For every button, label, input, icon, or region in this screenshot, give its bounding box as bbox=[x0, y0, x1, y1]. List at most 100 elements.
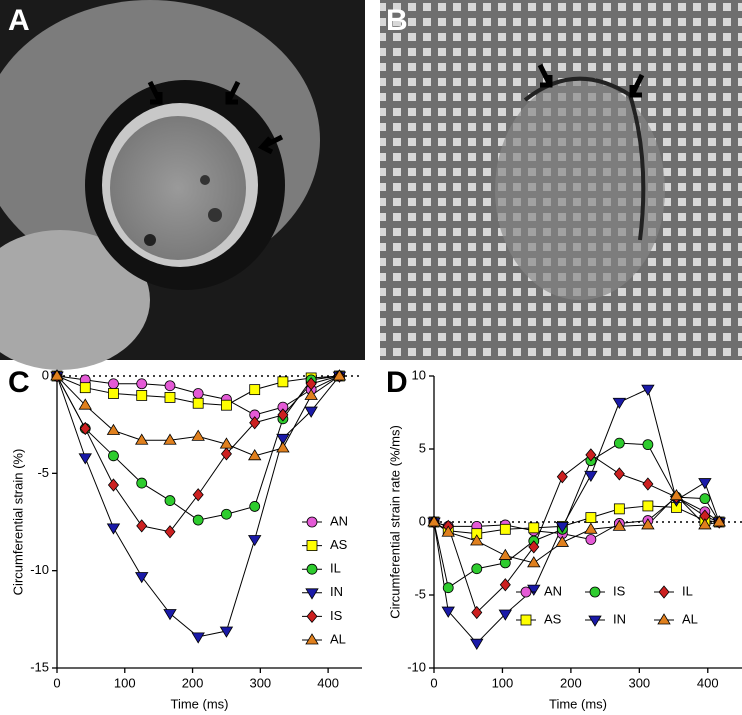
marker bbox=[470, 534, 484, 546]
x-tick-label: 300 bbox=[628, 675, 650, 690]
marker bbox=[248, 449, 262, 461]
marker bbox=[712, 515, 726, 527]
marker bbox=[642, 500, 654, 512]
marker bbox=[192, 388, 204, 399]
marker bbox=[163, 609, 177, 621]
marker bbox=[249, 416, 261, 430]
marker bbox=[306, 563, 318, 575]
marker bbox=[220, 447, 232, 461]
marker bbox=[698, 478, 712, 490]
marker bbox=[442, 582, 454, 594]
marker bbox=[106, 523, 121, 535]
marker bbox=[527, 556, 541, 568]
marker bbox=[555, 535, 570, 547]
marker bbox=[135, 433, 149, 445]
marker bbox=[191, 632, 205, 644]
marker bbox=[305, 633, 319, 645]
marker bbox=[219, 437, 234, 449]
marker bbox=[641, 518, 655, 530]
marker bbox=[669, 488, 684, 501]
panel-label: C bbox=[8, 366, 30, 399]
marker bbox=[528, 540, 540, 554]
marker bbox=[164, 392, 176, 403]
marker bbox=[135, 572, 149, 584]
marker bbox=[191, 429, 205, 441]
marker bbox=[192, 514, 204, 526]
y-axis-label: Circumferential strain rate (%/ms) bbox=[387, 425, 402, 619]
marker bbox=[528, 522, 540, 534]
marker bbox=[108, 388, 119, 399]
marker bbox=[612, 397, 627, 410]
x-tick-label: 300 bbox=[249, 675, 271, 690]
marker bbox=[642, 477, 654, 491]
y-tick-label: 0 bbox=[42, 367, 49, 382]
marker bbox=[585, 534, 597, 545]
marker bbox=[249, 384, 261, 396]
marker bbox=[498, 548, 513, 560]
marker bbox=[78, 398, 92, 410]
marker bbox=[79, 382, 91, 394]
marker bbox=[332, 369, 347, 381]
marker bbox=[219, 626, 234, 638]
marker bbox=[471, 605, 483, 620]
marker bbox=[164, 380, 176, 392]
marker bbox=[584, 522, 598, 534]
y-tick-label: 0 bbox=[419, 513, 426, 528]
marker bbox=[306, 540, 318, 551]
panel-label: B bbox=[386, 4, 408, 37]
marker bbox=[584, 470, 598, 483]
marker bbox=[136, 390, 148, 401]
marker bbox=[471, 563, 483, 575]
legend-label: IL bbox=[682, 583, 693, 598]
marker bbox=[106, 423, 121, 435]
marker bbox=[192, 397, 204, 409]
legend-label: AN bbox=[544, 583, 562, 598]
series-line bbox=[56, 375, 340, 638]
marker bbox=[699, 493, 711, 505]
series-line bbox=[433, 495, 720, 564]
marker bbox=[657, 613, 671, 625]
marker bbox=[698, 518, 712, 530]
marker bbox=[164, 495, 176, 506]
marker bbox=[589, 586, 601, 598]
marker bbox=[306, 609, 318, 624]
marker bbox=[108, 378, 119, 390]
marker bbox=[555, 521, 570, 534]
marker bbox=[520, 614, 532, 626]
y-tick-label: 10 bbox=[412, 367, 426, 382]
y-tick-label: 5 bbox=[419, 440, 426, 455]
marker bbox=[50, 369, 64, 381]
marker bbox=[441, 525, 455, 537]
marker bbox=[588, 615, 602, 627]
legend-label: AS bbox=[330, 537, 348, 552]
marker bbox=[304, 388, 318, 400]
marker bbox=[658, 585, 670, 599]
marker bbox=[276, 433, 290, 446]
marker bbox=[136, 477, 148, 489]
image-a: A bbox=[0, 0, 365, 370]
marker bbox=[221, 399, 232, 411]
marker bbox=[164, 525, 176, 539]
marker bbox=[107, 478, 119, 492]
legend-label: IN bbox=[613, 611, 626, 626]
marker bbox=[277, 408, 289, 422]
marker bbox=[585, 512, 597, 524]
x-tick-label: 400 bbox=[697, 675, 719, 690]
marker bbox=[108, 450, 119, 462]
marker bbox=[556, 470, 568, 484]
x-axis-label: Time (ms) bbox=[170, 696, 228, 711]
x-tick-label: 100 bbox=[492, 675, 514, 690]
marker bbox=[613, 467, 625, 481]
marker bbox=[613, 437, 625, 449]
x-tick-label: 200 bbox=[560, 675, 582, 690]
panel-label: D bbox=[386, 366, 408, 399]
marker bbox=[520, 586, 532, 598]
x-tick-label: 0 bbox=[53, 675, 60, 690]
marker bbox=[613, 503, 625, 515]
legend-label: AN bbox=[330, 513, 348, 528]
marker bbox=[79, 421, 91, 436]
marker bbox=[276, 441, 290, 453]
x-tick-label: 400 bbox=[317, 675, 339, 690]
marker bbox=[499, 578, 511, 592]
